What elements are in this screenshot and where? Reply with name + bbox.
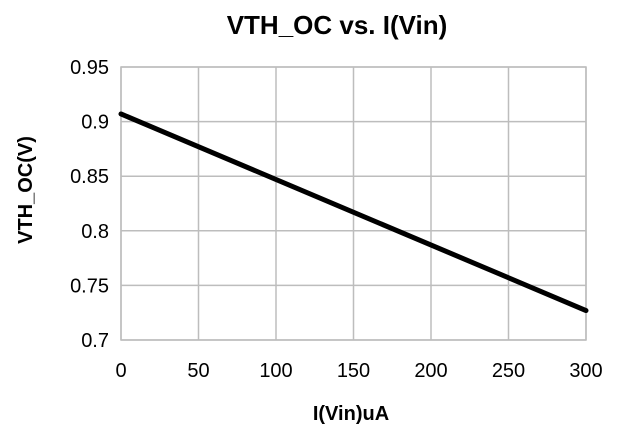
x-tick-label: 100 xyxy=(259,360,292,382)
x-tick-label: 150 xyxy=(337,360,370,382)
grid-layer xyxy=(120,66,587,341)
x-tick-label: 0 xyxy=(115,360,126,382)
y-tick-label: 0.9 xyxy=(81,112,109,134)
series-line xyxy=(118,111,589,314)
x-tick-label: 200 xyxy=(414,360,447,382)
chart-title: VTH_OC vs. I(Vin) xyxy=(227,10,448,40)
y-tick-label: 0.85 xyxy=(70,166,109,188)
y-tick-label: 0.75 xyxy=(70,275,109,297)
y-tick-label: 0.8 xyxy=(81,221,109,243)
y-tick-labels: 0.7 0.75 0.8 0.85 0.9 0.95 xyxy=(70,57,109,352)
x-axis-label: I(Vin)uA xyxy=(313,403,389,425)
x-tick-labels: 0 50 100 150 200 250 300 xyxy=(115,360,602,382)
x-tick-label: 250 xyxy=(492,360,525,382)
x-tick-label: 50 xyxy=(187,360,209,382)
x-tick-label: 300 xyxy=(569,360,602,382)
y-tick-label: 0.7 xyxy=(81,330,109,352)
y-tick-label: 0.95 xyxy=(70,57,109,79)
y-axis-label: VTH_OC(V) xyxy=(15,136,37,244)
plot-border xyxy=(120,66,587,341)
series-layer xyxy=(118,111,589,314)
